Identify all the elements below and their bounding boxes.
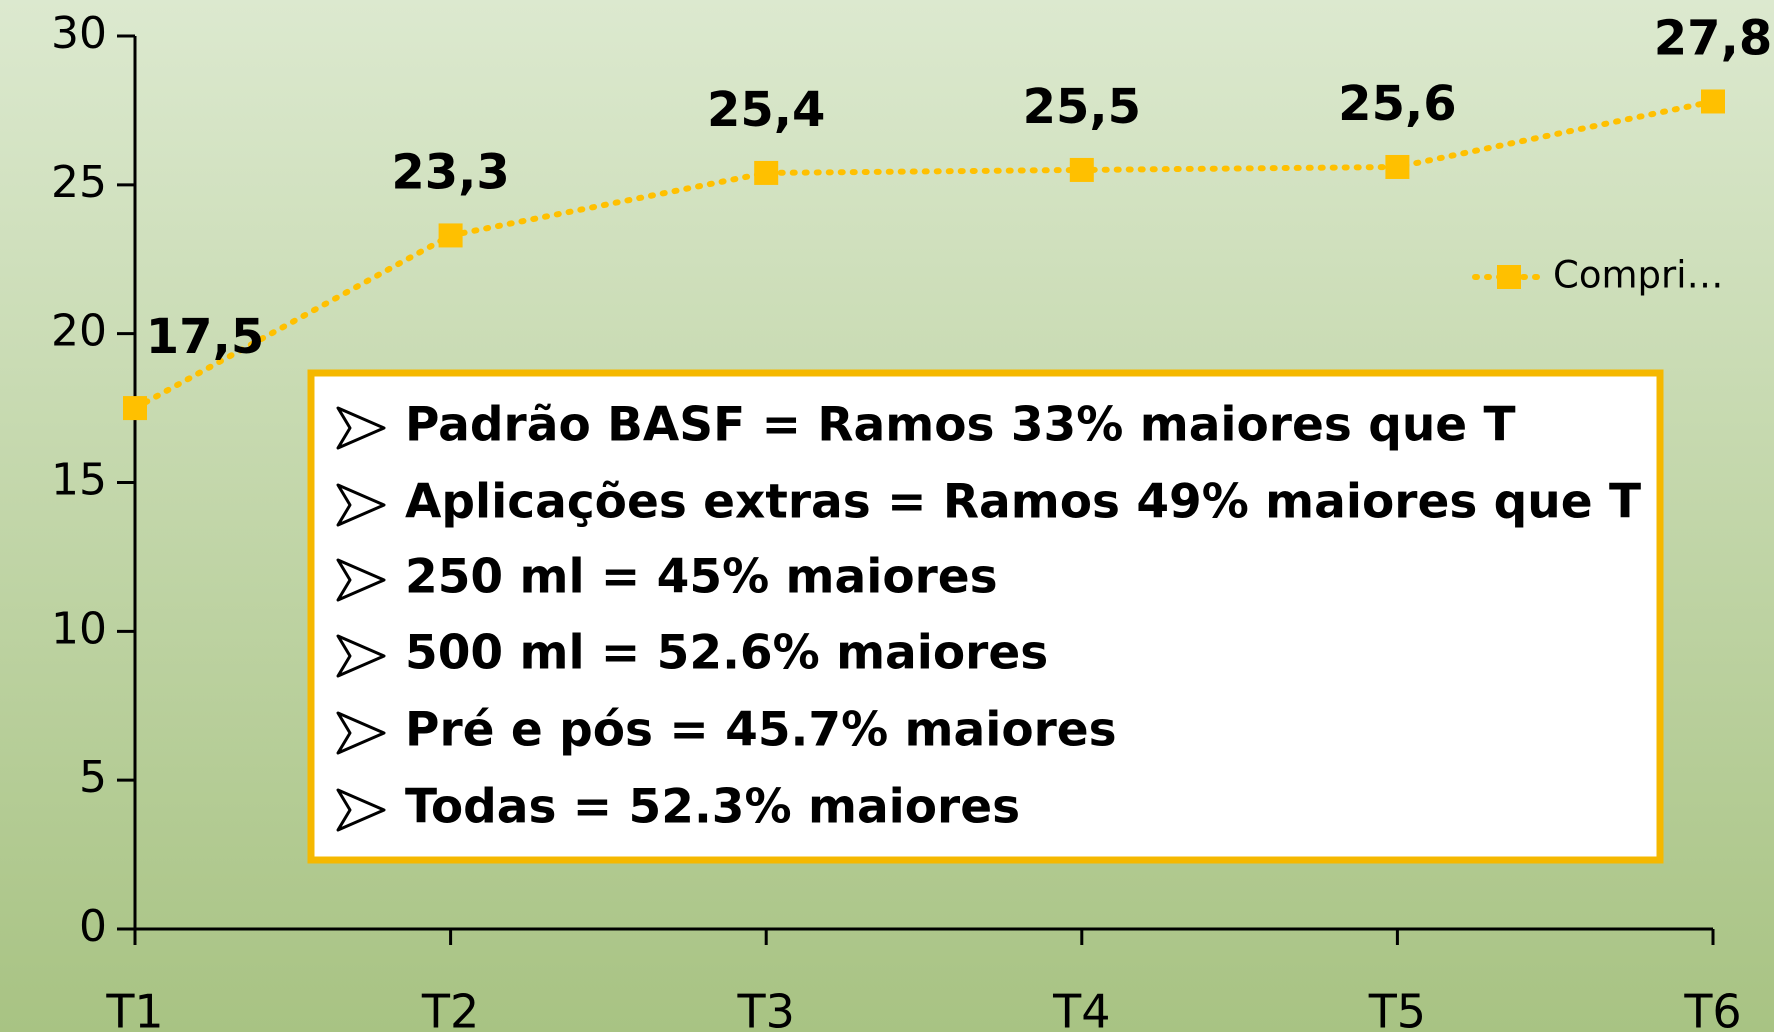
- data-label: 25,6: [1338, 76, 1456, 132]
- x-tick-label: T5: [1368, 985, 1426, 1032]
- bullet-arrow: [336, 788, 386, 832]
- marker: [1701, 89, 1725, 114]
- bullet-arrow: [336, 634, 386, 678]
- data-label: 23,3: [391, 144, 509, 200]
- annotation-text: Todas = 52.3% maiores: [405, 780, 1020, 835]
- annotation-text: 250 ml = 45% maiores: [405, 550, 998, 605]
- bullet-arrow: [336, 483, 386, 527]
- annotation-text: Aplicações extras = Ramos 49% maiores qu…: [405, 475, 1641, 530]
- y-tick-label: 10: [51, 603, 107, 654]
- series-line: [132, 98, 1716, 412]
- y-tick-label: 30: [51, 8, 107, 59]
- annotation-box: [307, 369, 1664, 864]
- x-tick-label: T3: [737, 985, 795, 1032]
- y-tick-label: 0: [79, 901, 107, 952]
- bullet-arrow: [336, 558, 386, 602]
- marker: [754, 160, 779, 185]
- y-tick-label: 20: [51, 306, 107, 357]
- x-tick-label: T1: [105, 985, 163, 1032]
- bullet-arrow: [336, 406, 386, 450]
- x-tick-label: T4: [1052, 985, 1110, 1032]
- marker: [438, 223, 463, 248]
- legend-marker: [1497, 265, 1521, 289]
- annotation-text: Pré e pós = 45.7% maiores: [405, 703, 1117, 758]
- legend-label: Compri…: [1553, 254, 1724, 297]
- annotation-text: Padrão BASF = Ramos 33% maiores que T: [405, 398, 1516, 453]
- data-label: 27,8: [1654, 10, 1772, 66]
- y-tick-label: 25: [51, 157, 107, 208]
- data-label: 25,4: [707, 82, 825, 138]
- marker: [1385, 154, 1410, 179]
- bullet-arrow: [336, 711, 386, 755]
- y-tick-label: 15: [51, 455, 107, 506]
- y-tick-label: 5: [79, 752, 107, 803]
- marker: [123, 396, 147, 421]
- marker: [1069, 157, 1094, 182]
- data-label: 25,5: [1023, 79, 1141, 135]
- x-tick-label: T6: [1683, 985, 1741, 1032]
- annotation-text: 500 ml = 52.6% maiores: [405, 626, 1048, 681]
- x-tick-label: T2: [421, 985, 479, 1032]
- data-label: 17,5: [146, 309, 264, 365]
